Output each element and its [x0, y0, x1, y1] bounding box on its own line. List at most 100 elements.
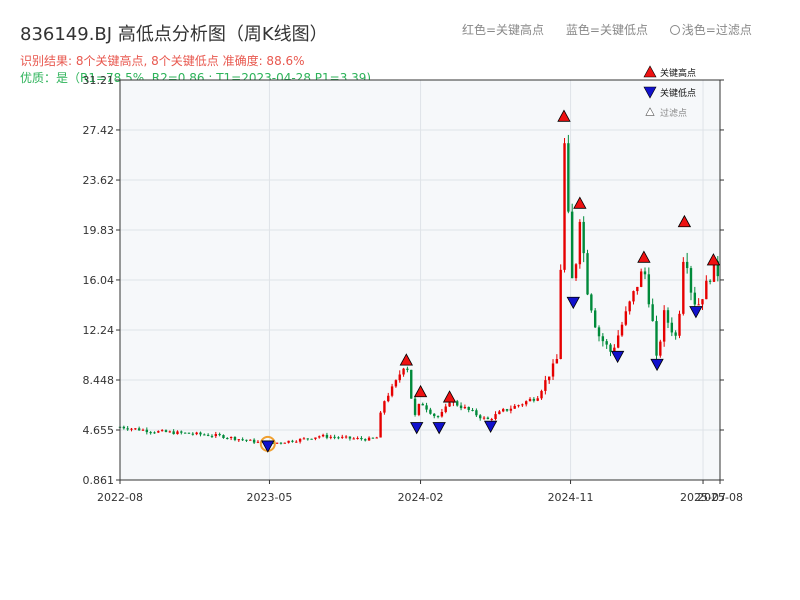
candle-body: [643, 271, 647, 275]
result-summary: 识别结果: 8个关键高点, 8个关键低点 准确度: 88.6%: [20, 54, 305, 68]
candle-body: [252, 439, 256, 443]
candle-body: [413, 398, 417, 415]
hollow-circle-icon: [669, 25, 680, 35]
y-tick-label: 27.42: [83, 124, 115, 137]
candle-body: [352, 438, 355, 440]
candle-body: [237, 439, 240, 441]
candle-body: [425, 405, 428, 410]
legend-label: 关键高点: [660, 67, 696, 79]
x-tick-label: 2025-08: [697, 491, 743, 504]
candle-body: [256, 441, 260, 443]
candle-body: [517, 405, 520, 407]
candle-body: [130, 428, 133, 430]
key-high-marker: [399, 353, 413, 366]
candle-body: [279, 442, 283, 444]
candle-body: [651, 304, 654, 322]
candle-body: [479, 415, 482, 419]
y-tick-label: 4.655: [83, 424, 115, 437]
candle-body: [360, 438, 363, 440]
key-high-marker: [413, 384, 428, 398]
y-tick-label: 19.83: [83, 224, 115, 237]
candle-body: [141, 429, 145, 431]
candle-body: [563, 143, 566, 270]
candle-body: [149, 432, 152, 434]
candle-body: [291, 440, 294, 442]
candle-body: [429, 409, 432, 414]
candle-body: [245, 439, 248, 441]
candle-body: [206, 434, 210, 436]
candle-body: [314, 437, 317, 439]
candle-body: [674, 332, 677, 336]
candle-body: [574, 264, 578, 279]
y-tick-label: 8.448: [83, 374, 115, 387]
candle-body: [494, 414, 497, 419]
candle-body: [705, 280, 708, 300]
candle-body: [298, 438, 302, 442]
candle-body: [436, 416, 440, 418]
candle-body: [647, 274, 651, 305]
candle-body: [321, 434, 325, 437]
candle-body: [567, 143, 570, 212]
candle-body: [586, 253, 589, 295]
candle-body: [122, 426, 126, 429]
candle-body: [195, 432, 198, 435]
candle-body: [685, 261, 689, 269]
candle-body: [578, 221, 582, 265]
legend-label: 关键低点: [660, 87, 696, 99]
candle-body: [463, 406, 467, 409]
candle-body: [540, 390, 543, 399]
candle-body: [390, 386, 394, 396]
candle-body: [398, 374, 401, 381]
key-high-marker: [637, 250, 651, 263]
candle-body: [410, 369, 413, 399]
candle-body: [137, 428, 141, 431]
candle-body: [367, 437, 371, 441]
candle-body: [302, 438, 306, 440]
x-tick-label: 2024-11: [548, 491, 594, 504]
candle-body: [168, 431, 172, 433]
candle-body: [620, 324, 624, 336]
candle-body: [628, 301, 631, 312]
candle-body: [593, 310, 597, 328]
candle-body: [712, 261, 716, 282]
candle-body: [613, 347, 616, 352]
candle-body: [383, 401, 386, 413]
y-tick-label: 0.861: [83, 474, 115, 487]
candle-body: [295, 441, 298, 443]
key-low-marker: [483, 420, 498, 434]
legend-red-text: 红色=关键高点: [462, 23, 545, 37]
candle-body: [187, 432, 191, 434]
candle-body: [490, 418, 493, 420]
key-high-marker: [573, 196, 587, 209]
candle-body: [387, 395, 390, 402]
candle-body: [214, 434, 218, 437]
candle-body: [459, 405, 463, 409]
candle-body: [666, 310, 670, 323]
candle-body: [467, 406, 470, 410]
candle-body: [394, 380, 398, 387]
candle-body: [639, 271, 643, 287]
candle-body: [471, 409, 474, 411]
candle-body: [701, 299, 704, 305]
legend-filtered-icon: [645, 107, 655, 116]
candle-body: [624, 311, 628, 325]
legend-low-icon: [643, 86, 657, 99]
candle-body: [659, 341, 662, 356]
candle-body: [275, 442, 279, 444]
chart-title: 836149.BJ 高低点分析图（周K线图）: [20, 24, 328, 45]
candle-body: [536, 398, 539, 401]
candle-body: [528, 398, 532, 402]
candle-body: [689, 268, 693, 293]
candle-body: [655, 321, 658, 356]
candle-body: [505, 409, 509, 411]
candle-body: [682, 261, 685, 314]
candle-body: [609, 344, 612, 352]
candle-body: [233, 436, 237, 440]
candle-body: [590, 294, 593, 311]
candle-body: [708, 280, 712, 282]
candle-body: [371, 437, 375, 439]
x-tick-label: 2024-02: [398, 491, 444, 504]
candle-body: [559, 269, 562, 359]
candle-body: [406, 368, 409, 370]
